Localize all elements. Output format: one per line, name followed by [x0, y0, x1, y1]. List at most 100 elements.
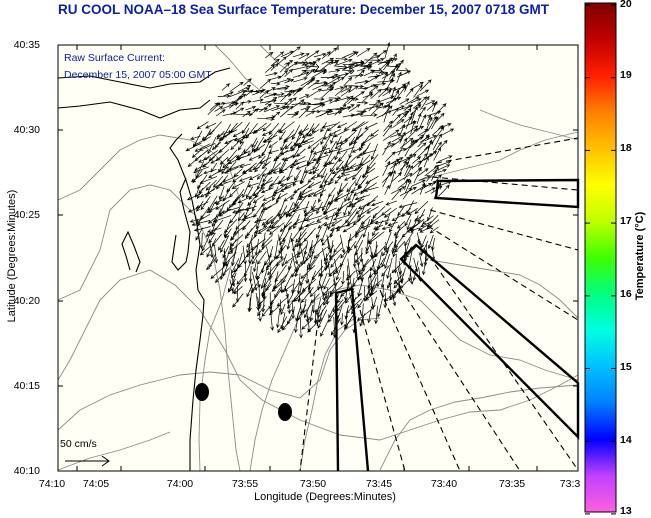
- current-vector: [297, 128, 309, 134]
- current-vector: [223, 91, 234, 97]
- current-vector: [257, 117, 275, 121]
- current-vector: [187, 206, 201, 213]
- current-vector: [201, 130, 215, 141]
- current-vector: [258, 149, 267, 159]
- current-vector: [205, 227, 217, 237]
- current-vectors: [185, 42, 455, 339]
- current-vector: [336, 292, 344, 304]
- current-vector: [338, 150, 348, 163]
- current-vector: [323, 148, 343, 155]
- current-vector: [411, 142, 427, 156]
- current-vector: [370, 58, 385, 66]
- current-vector: [258, 239, 273, 254]
- current-vector: [294, 261, 302, 278]
- current-vector: [245, 186, 254, 199]
- current-vector: [324, 287, 329, 299]
- current-vector: [391, 172, 402, 182]
- current-vector: [382, 72, 388, 85]
- current-vector: [313, 97, 325, 101]
- current-vector: [304, 299, 313, 319]
- current-vector: [391, 239, 397, 255]
- axis-ticks: [58, 44, 578, 472]
- current-vector: [301, 318, 314, 330]
- current-vector: [367, 271, 378, 289]
- current-vector: [340, 169, 356, 175]
- current-vector: [431, 174, 442, 187]
- current-vector: [361, 168, 376, 178]
- current-vector: [294, 140, 309, 147]
- current-vector: [220, 234, 230, 254]
- current-vector: [321, 123, 337, 129]
- current-vector: [290, 227, 303, 243]
- current-vector: [396, 83, 407, 92]
- colorbar-tick-label: 15: [620, 361, 632, 373]
- beam-line: [435, 137, 579, 164]
- current-vector: [221, 207, 240, 214]
- current-vector: [185, 142, 202, 152]
- current-vector: [271, 214, 285, 229]
- current-vector: [427, 234, 434, 250]
- current-vector: [382, 124, 393, 137]
- current-vector: [350, 112, 364, 117]
- current-vector: [267, 149, 279, 154]
- current-vector: [195, 227, 204, 241]
- current-vector: [295, 161, 314, 170]
- current-vector: [292, 206, 309, 213]
- current-vector: [276, 192, 288, 200]
- current-vector: [286, 46, 301, 58]
- current-vector: [334, 63, 347, 71]
- current-vector: [392, 107, 399, 116]
- current-vector: [284, 78, 295, 84]
- current-vector: [328, 187, 336, 198]
- current-vector: [328, 305, 336, 319]
- current-vector: [348, 73, 365, 78]
- current-vector: [352, 214, 365, 226]
- current-vector: [387, 63, 400, 71]
- current-vector: [386, 277, 393, 290]
- current-vector: [237, 141, 245, 151]
- colorbar-tick-label: 18: [620, 142, 632, 154]
- current-vector: [247, 182, 259, 188]
- current-vector: [199, 188, 215, 198]
- current-vector: [277, 316, 288, 334]
- current-vector: [279, 221, 293, 233]
- current-vector: [239, 163, 251, 168]
- current-vector: [363, 70, 375, 77]
- map-title: RU COOL NOAA–18 Sea Surface Temperature:…: [58, 2, 549, 17]
- current-vector: [308, 129, 320, 137]
- current-vector: [317, 192, 323, 203]
- beam-line: [429, 209, 579, 251]
- current-vector: [304, 167, 315, 173]
- current-vector: [372, 296, 378, 309]
- current-vector: [351, 167, 363, 181]
- current-vector: [330, 253, 342, 268]
- current-vector: [271, 111, 281, 119]
- current-vector: [223, 221, 231, 238]
- current-vector: [284, 60, 294, 65]
- current-vector: [195, 213, 211, 223]
- current-vector: [426, 214, 439, 227]
- current-vector: [418, 114, 427, 131]
- current-vector: [334, 141, 348, 149]
- current-vector: [317, 309, 328, 329]
- current-vector: [369, 85, 379, 93]
- current-vector: [196, 121, 209, 130]
- current-vector: [309, 238, 322, 251]
- current-vector: [305, 109, 321, 114]
- current-vector: [281, 154, 299, 161]
- current-vector: [346, 240, 351, 254]
- current-vector: [431, 166, 439, 181]
- current-vector: [344, 188, 351, 203]
- current-vector: [207, 102, 221, 115]
- current-vector: [405, 128, 419, 141]
- current-vector: [334, 86, 345, 90]
- current-vector: [399, 137, 414, 149]
- current-vector: [370, 143, 379, 161]
- current-vector: [391, 291, 397, 307]
- current-vector: [218, 239, 225, 251]
- current-vector: [423, 156, 429, 168]
- current-vector: [201, 232, 212, 252]
- current-vector: [279, 130, 286, 141]
- current-vector: [365, 240, 373, 255]
